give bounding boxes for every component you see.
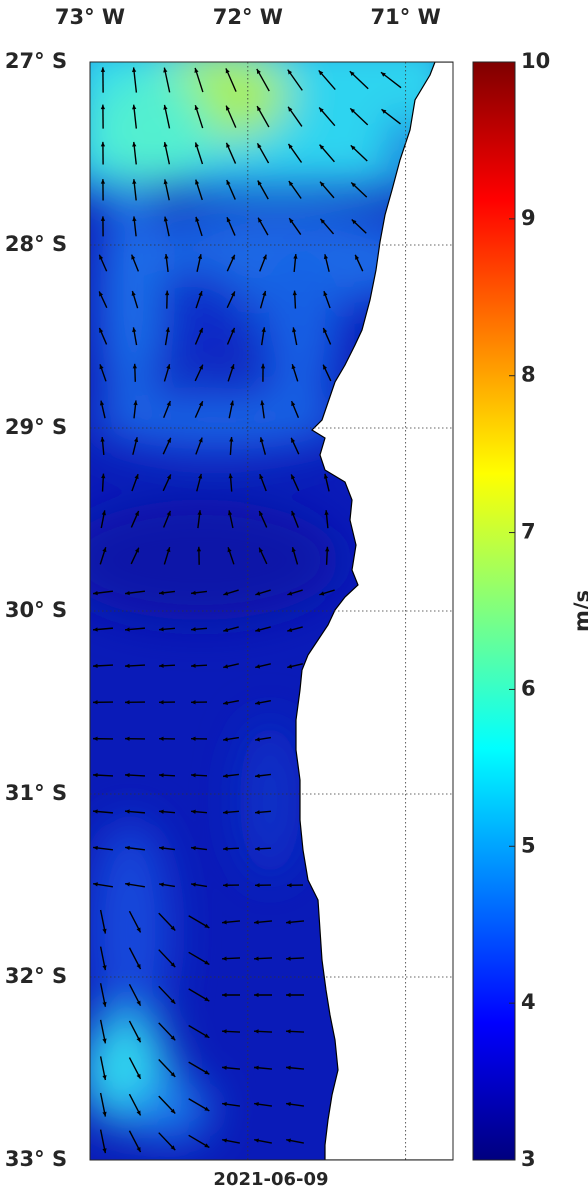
lat-tick-label: 29° S [5,415,67,439]
colorbar-tick-label: 5 [521,833,536,857]
lon-tick-label: 73° W [55,5,125,29]
colorbar-tick-label: 6 [521,676,536,700]
colorbar-tick-label: 10 [521,49,550,73]
colorbar [473,62,515,1160]
colorbar-tick-label: 9 [521,206,536,230]
lat-tick-label: 32° S [5,964,67,988]
lon-tick-label: 72° W [213,5,283,29]
lat-tick-label: 28° S [5,232,67,256]
colorbar-tick-label: 3 [521,1147,536,1171]
colorbar-tick-label: 8 [521,363,536,387]
speed-field [60,30,460,1160]
lon-tick-label: 71° W [371,5,441,29]
lat-tick-label: 33° S [5,1147,67,1171]
lat-tick-label: 31° S [5,781,67,805]
colorbar-tick-label: 7 [521,520,536,544]
colorbar-tick-label: 4 [521,990,536,1014]
date-label: 2021-06-09 [213,1169,328,1188]
colorbar-label: m/s [570,590,588,632]
lat-tick-label: 30° S [5,598,67,622]
lat-tick-label: 27° S [5,49,67,73]
